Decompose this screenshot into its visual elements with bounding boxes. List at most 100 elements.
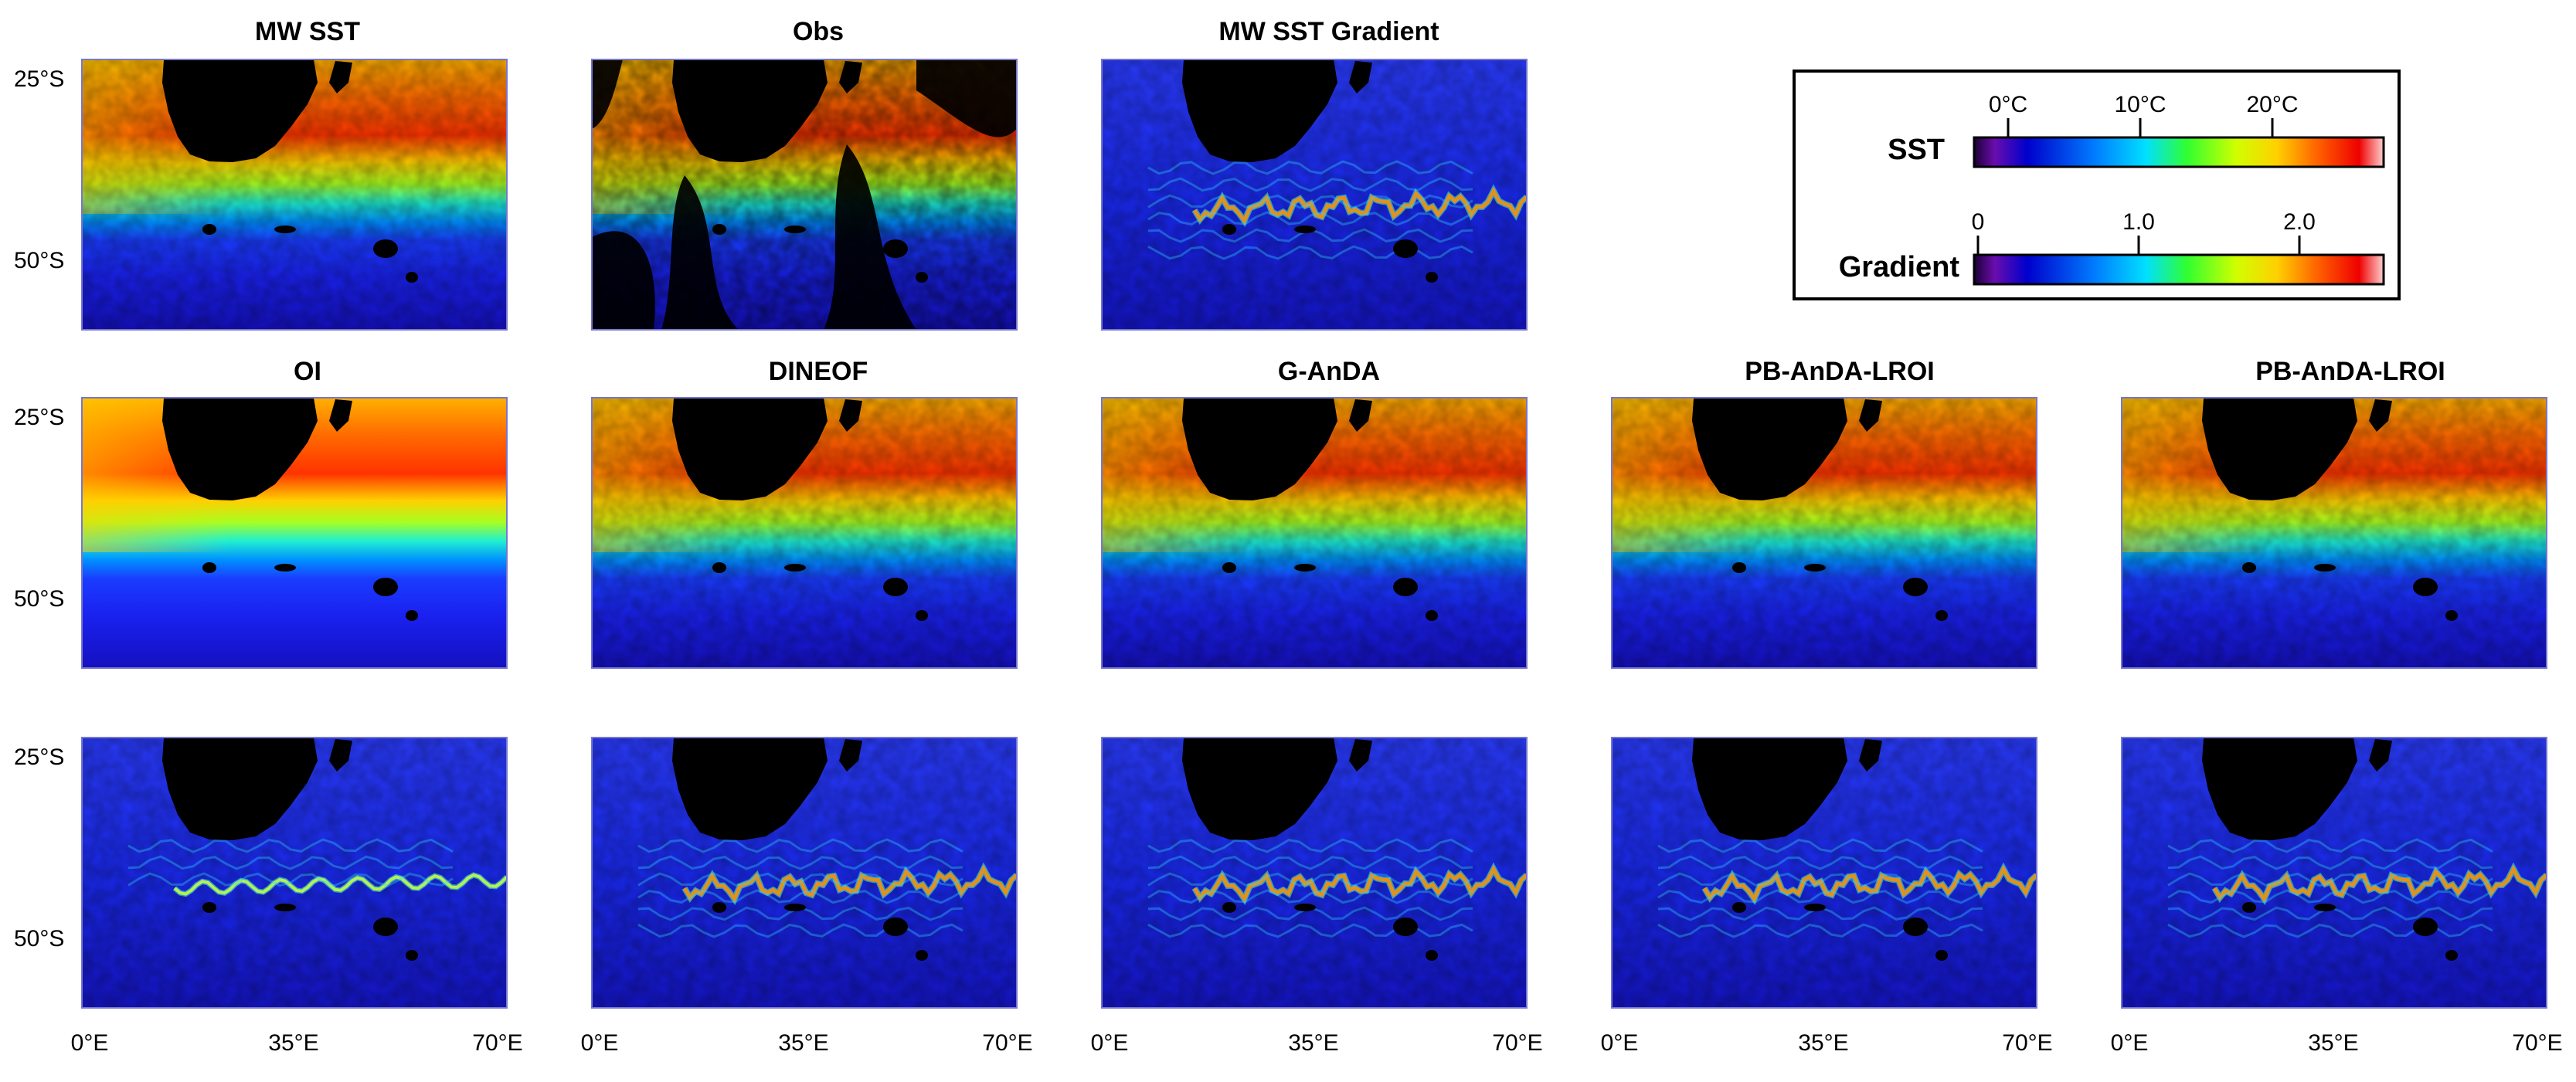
land-island bbox=[2314, 904, 2336, 911]
eddy-line bbox=[1147, 194, 1473, 209]
lat-tick-label: 25°S bbox=[14, 745, 64, 770]
map-panel-mw-sst bbox=[81, 59, 508, 331]
land-island bbox=[1426, 272, 1438, 283]
land-island bbox=[1294, 226, 1316, 233]
land-island bbox=[202, 224, 216, 235]
eddy-line bbox=[127, 838, 454, 853]
land-africa bbox=[1182, 59, 1337, 162]
eddy-line bbox=[1147, 838, 1473, 853]
lon-tick-label: 0°E bbox=[1601, 1030, 1639, 1056]
land-madagascar bbox=[2369, 399, 2392, 432]
land-madagascar bbox=[1349, 399, 1372, 432]
colorbar-gradient-tick-label: 0 bbox=[1972, 209, 1985, 235]
lon-tick-label: 35°E bbox=[778, 1030, 828, 1056]
land-island bbox=[1935, 950, 1948, 961]
lon-tick-label: 70°E bbox=[982, 1030, 1032, 1056]
lon-tick-label: 35°E bbox=[2308, 1030, 2358, 1056]
lat-tick-label: 50°S bbox=[14, 926, 64, 951]
lat-tick-label: 50°S bbox=[14, 586, 64, 612]
land-island bbox=[1426, 950, 1438, 961]
panel-title-pb-anda-lroi-2: PB-AnDA-LROI bbox=[2255, 357, 2445, 386]
panel-border bbox=[1611, 737, 2037, 1009]
land-island bbox=[274, 564, 296, 572]
land-madagascar bbox=[839, 61, 862, 93]
land-madagascar bbox=[1859, 399, 1882, 432]
land-madagascar bbox=[1859, 739, 1882, 772]
land-africa bbox=[672, 398, 828, 500]
land-island bbox=[2413, 578, 2438, 596]
eddy-line bbox=[1657, 872, 1983, 887]
lon-tick-label: 70°E bbox=[2512, 1030, 2562, 1056]
land-island bbox=[1903, 578, 1928, 596]
eddy-line bbox=[1147, 872, 1473, 887]
eddy-line bbox=[2167, 872, 2493, 887]
polar-front-core bbox=[682, 864, 1017, 904]
panel-title-oi: OI bbox=[294, 357, 321, 386]
panel-border bbox=[1101, 59, 1528, 331]
lon-tick-label: 70°E bbox=[472, 1030, 522, 1056]
land-africa bbox=[1692, 398, 1847, 500]
eddy-line bbox=[1147, 855, 1473, 870]
eddy-line bbox=[2167, 923, 2493, 938]
eddy-line bbox=[1657, 923, 1983, 938]
land-island bbox=[1935, 610, 1948, 621]
land-africa bbox=[2202, 738, 2357, 840]
land-island bbox=[712, 224, 726, 235]
eddy-line bbox=[1147, 211, 1473, 226]
polar-front-core bbox=[1192, 864, 1527, 904]
land-madagascar bbox=[329, 739, 352, 772]
lat-tick-label: 50°S bbox=[14, 248, 64, 273]
land-island bbox=[1294, 564, 1316, 572]
land-island bbox=[712, 902, 726, 913]
land-africa bbox=[162, 398, 318, 500]
land-island bbox=[883, 578, 908, 596]
colorbar-sst-tick-label: 20°C bbox=[2246, 92, 2298, 117]
land-island bbox=[202, 562, 216, 573]
polar-front-core bbox=[1702, 864, 2037, 904]
lat-tick-label: 25°S bbox=[14, 66, 64, 92]
land-madagascar bbox=[2369, 739, 2392, 772]
eddy-line bbox=[2167, 889, 2493, 904]
land-island bbox=[1732, 562, 1746, 573]
eddy-line bbox=[1657, 855, 1983, 870]
lon-tick-label: 35°E bbox=[1288, 1030, 1338, 1056]
lat-tick-label: 25°S bbox=[14, 405, 64, 430]
eddy-line bbox=[2167, 838, 2493, 853]
colorbar-gradient-tick-label: 2.0 bbox=[2283, 209, 2316, 235]
land-island bbox=[1903, 917, 1928, 936]
land-island bbox=[784, 904, 806, 911]
land-africa bbox=[1182, 738, 1337, 840]
land-island bbox=[712, 562, 726, 573]
land-island bbox=[274, 904, 296, 911]
map-panel-pb-anda-lroi-2-gradient bbox=[2121, 737, 2547, 1009]
land-africa bbox=[162, 738, 318, 840]
land-madagascar bbox=[839, 739, 862, 772]
land-island bbox=[1222, 224, 1236, 235]
map-panel-dineof-sst bbox=[591, 397, 1018, 669]
eddy-line bbox=[127, 872, 454, 887]
land-island bbox=[1393, 578, 1418, 596]
land-madagascar bbox=[329, 399, 352, 432]
panel-border bbox=[591, 737, 1018, 1009]
land-africa bbox=[1692, 738, 1847, 840]
land-island bbox=[883, 917, 908, 936]
lon-tick-label: 0°E bbox=[1091, 1030, 1129, 1056]
eddy-line bbox=[1657, 838, 1983, 853]
land-madagascar bbox=[329, 61, 352, 93]
panel-border bbox=[1101, 737, 1528, 1009]
land-island bbox=[406, 272, 418, 283]
colorbar-legend: SST 0°C 10°C 20°C Gradient 0 1.0 2.0 bbox=[1793, 70, 2401, 300]
map-panel-pb-anda-lroi-1-sst bbox=[1611, 397, 2037, 669]
land-island bbox=[916, 272, 928, 283]
land-island bbox=[2314, 564, 2336, 572]
land-africa bbox=[1182, 398, 1337, 500]
eddy-line bbox=[1147, 889, 1473, 904]
land-island bbox=[1294, 904, 1316, 911]
polar-front-core bbox=[173, 873, 507, 896]
map-panel-dineof-gradient bbox=[591, 737, 1018, 1009]
colorbar-gradient-bar bbox=[1973, 253, 2385, 286]
panel-title-g-anda: G-AnDA bbox=[1278, 357, 1380, 386]
land-island bbox=[406, 950, 418, 961]
land-island bbox=[1804, 564, 1826, 572]
land-island bbox=[373, 917, 398, 936]
